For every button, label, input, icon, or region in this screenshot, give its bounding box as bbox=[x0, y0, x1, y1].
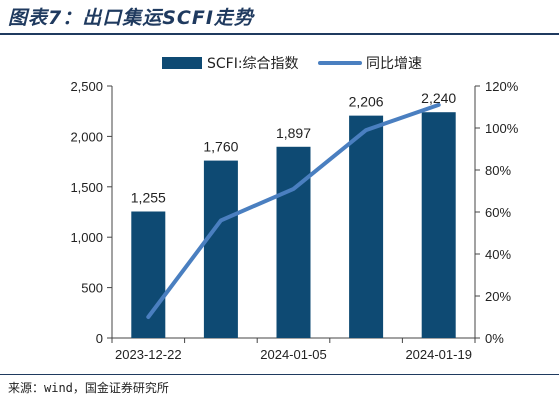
right-axis-tick-label: 20% bbox=[485, 289, 511, 304]
bar bbox=[203, 160, 238, 338]
x-axis-tick-label: 2023-12-22 bbox=[115, 347, 182, 362]
left-axis-tick-label: 500 bbox=[81, 281, 103, 296]
bar-data-label: 1,897 bbox=[276, 125, 311, 141]
legend-line-label: 同比增速 bbox=[366, 56, 422, 72]
bar bbox=[349, 115, 384, 339]
left-axis-tick-label: 1,500 bbox=[70, 180, 103, 195]
source-divider bbox=[0, 374, 559, 375]
right-axis-tick-label: 40% bbox=[485, 247, 511, 262]
title-divider bbox=[0, 33, 559, 35]
bar-data-label: 1,255 bbox=[131, 189, 166, 205]
bar-data-label: 1,760 bbox=[203, 139, 238, 155]
x-axis-tick-label: 2024-01-05 bbox=[260, 347, 327, 362]
bar bbox=[276, 146, 311, 338]
right-axis-tick-label: 100% bbox=[485, 121, 519, 136]
chart-title: 图表7：出口集运SCFI走势 bbox=[8, 7, 254, 29]
source-note: 来源：wind，国金证券研究所 bbox=[8, 381, 169, 395]
legend: SCFI:综合指数 同比增速 bbox=[162, 56, 422, 72]
bar bbox=[421, 112, 456, 338]
left-axis-tick-label: 2,000 bbox=[70, 129, 103, 144]
left-axis-tick-label: 2,500 bbox=[70, 79, 103, 94]
growth-line bbox=[146, 102, 441, 319]
bar bbox=[131, 211, 166, 338]
right-axis-tick-label: 0% bbox=[485, 331, 504, 346]
legend-bar-swatch bbox=[162, 57, 202, 69]
bars bbox=[131, 112, 456, 339]
bar-data-label: 2,240 bbox=[421, 90, 456, 106]
data-labels: 1,255 1,760 1,897 2,206 2,240 bbox=[131, 90, 457, 205]
bar-data-label: 2,206 bbox=[349, 94, 384, 110]
legend-bar-label: SCFI:综合指数 bbox=[207, 56, 299, 72]
x-axis-tick-label: 2024-01-19 bbox=[405, 347, 472, 362]
right-axis-tick-label: 80% bbox=[485, 163, 511, 178]
left-axis-tick-label: 0 bbox=[96, 331, 103, 346]
left-axis-tick-label: 1,000 bbox=[70, 230, 103, 245]
right-axis-tick-label: 60% bbox=[485, 205, 511, 220]
right-axis-tick-label: 120% bbox=[485, 79, 519, 94]
